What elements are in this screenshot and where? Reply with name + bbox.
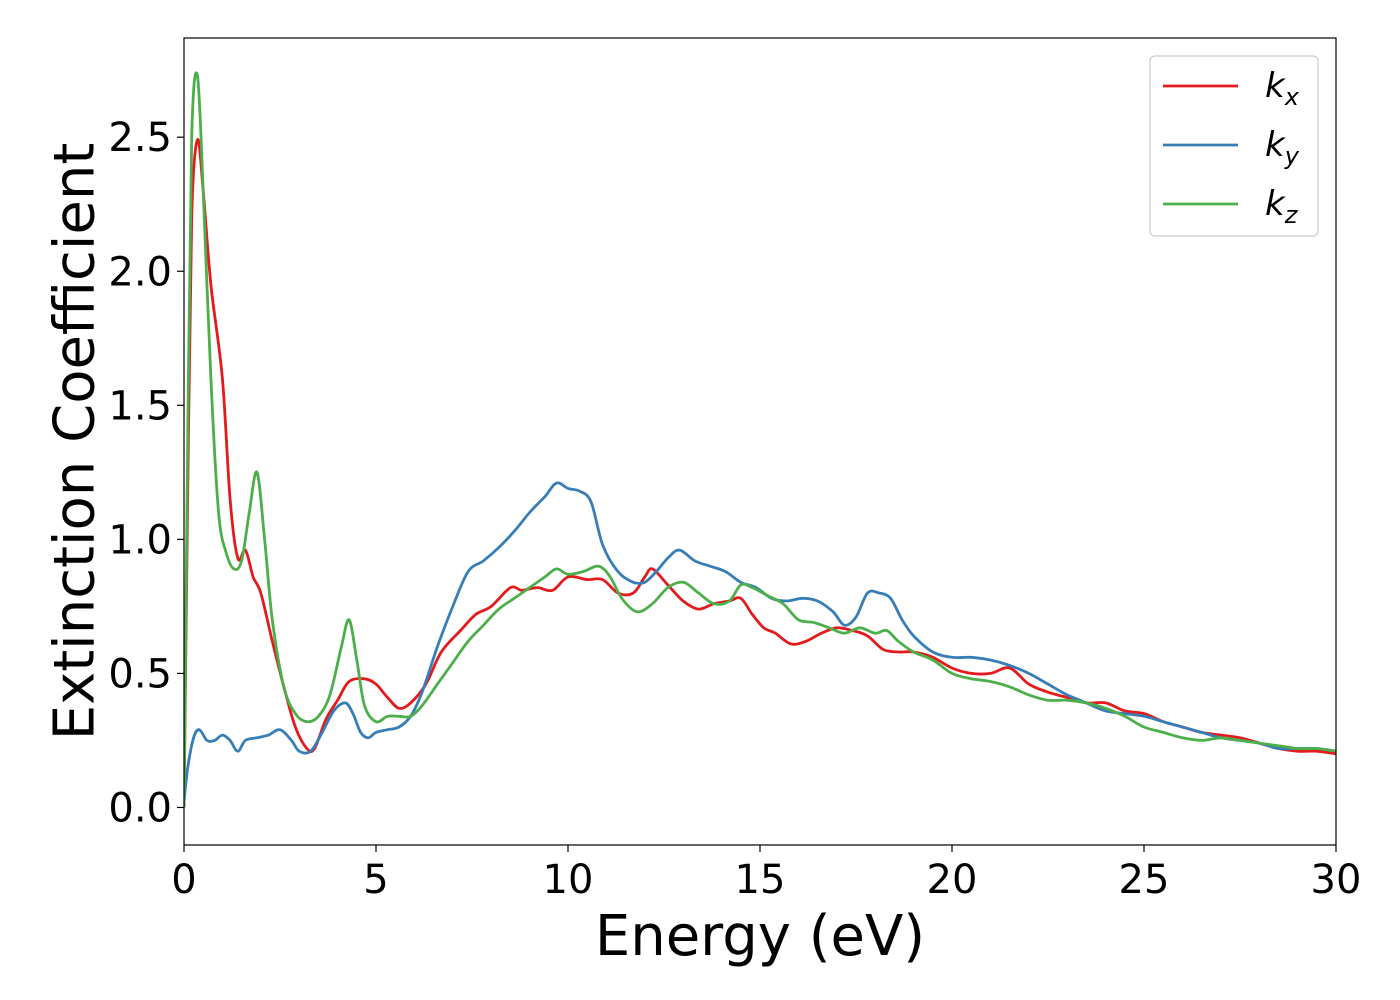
- legend-label-subscript: x: [1284, 83, 1300, 111]
- y-tick-label: 0.0: [108, 785, 172, 831]
- y-tick-label: 2.5: [108, 115, 172, 161]
- legend-label-base: k: [1265, 125, 1286, 165]
- legend-label-base: k: [1265, 66, 1286, 106]
- y-tick-label: 0.5: [108, 651, 172, 697]
- series-line-z: [184, 71, 1336, 808]
- x-tick-label: 5: [363, 857, 388, 903]
- y-tick-label: 1.0: [108, 517, 172, 563]
- x-tick-label: 15: [735, 857, 786, 903]
- x-tick-label: 30: [1311, 857, 1362, 903]
- series-layer: [184, 71, 1336, 808]
- y-tick-label: 2.0: [108, 249, 172, 295]
- y-axis-label: Extinction Coefficient: [43, 143, 108, 741]
- y-tick-label: 1.5: [108, 383, 172, 429]
- x-axis-label: Energy (eV): [595, 904, 925, 969]
- legend-label-z: kz: [1265, 184, 1299, 229]
- x-tick-label: 25: [1119, 857, 1170, 903]
- legend-label-x: kx: [1265, 66, 1300, 111]
- x-tick-label: 20: [927, 857, 978, 903]
- legend-label-y: ky: [1265, 125, 1300, 170]
- x-tick-label: 0: [171, 857, 196, 903]
- legend-label-subscript: y: [1284, 142, 1300, 170]
- x-axis-ticks: 0 5 10 15 20 25 30: [171, 845, 1361, 903]
- series-line-y: [184, 481, 1336, 803]
- y-axis-ticks: 0.0 0.5 1.0 1.5 2.0 2.5: [108, 115, 184, 831]
- legend-label-base: k: [1265, 184, 1286, 224]
- legend-label-subscript: z: [1284, 201, 1299, 229]
- x-tick-label: 10: [543, 857, 594, 903]
